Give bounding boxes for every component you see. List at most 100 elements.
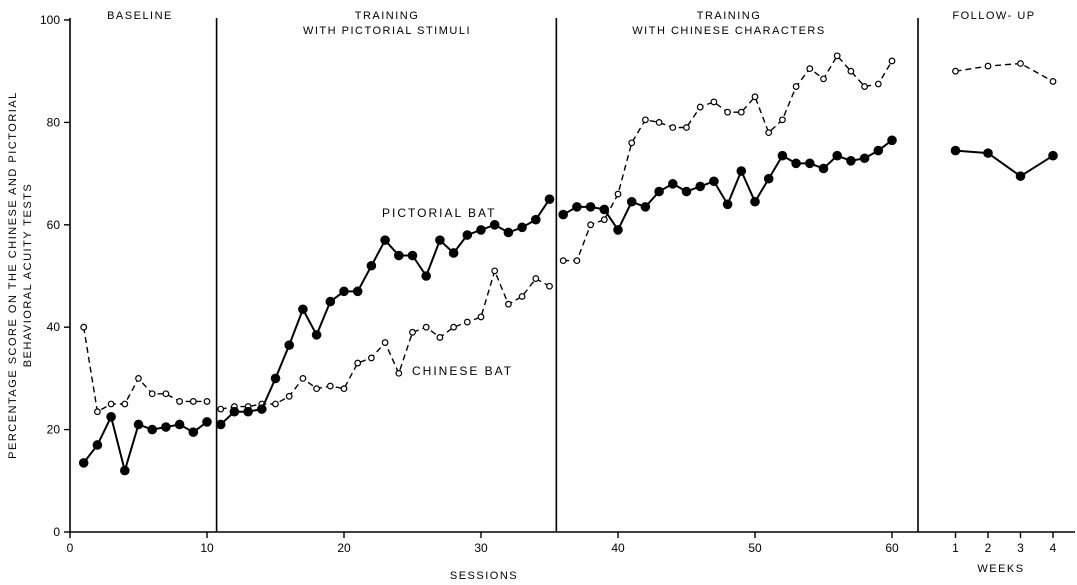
chinese-bat-point: [670, 125, 676, 131]
chinese-bat-point: [286, 394, 292, 400]
x-tick-label: 10: [200, 541, 214, 555]
y-tick-label: 40: [47, 320, 61, 334]
chinese-bat-point: [739, 109, 745, 115]
series-chinese-bat: [81, 53, 1056, 414]
pictorial-bat-point: [669, 180, 678, 189]
chinese-bat-point: [163, 391, 169, 397]
chinese-bat-point: [218, 406, 224, 412]
pictorial-bat-point: [162, 423, 171, 432]
pictorial-bat-point: [600, 205, 609, 214]
pictorial-bat-point: [792, 159, 801, 168]
chinese-bat-point: [711, 99, 717, 105]
pictorial-bat-point: [134, 420, 143, 429]
chinese-bat-point: [478, 314, 484, 320]
pictorial-bat-point: [477, 226, 486, 235]
pictorial-bat-point: [874, 146, 883, 155]
pictorial-bat-point: [888, 136, 897, 145]
chinese-bat-followup-point: [985, 63, 991, 69]
chinese-bat-point: [369, 355, 375, 361]
chinese-bat-point: [341, 386, 347, 392]
chinese-bat-point: [574, 258, 580, 264]
chinese-bat-point: [821, 76, 827, 82]
y-tick-label: 60: [47, 218, 61, 232]
pictorial-bat-point: [532, 215, 541, 224]
x-tick-label: 60: [885, 541, 899, 555]
chinese-bat-point: [519, 294, 525, 300]
chinese-bat-point: [793, 84, 799, 90]
pictorial-bat-point: [395, 251, 404, 260]
pictorial-bat-line-segment: [84, 417, 207, 471]
x-axis-label: SESSIONS: [450, 570, 518, 582]
chinese-bat-point: [643, 117, 649, 123]
pictorial-bat-point: [449, 249, 458, 258]
chinese-bat-point: [451, 324, 457, 330]
pictorial-bat-point: [627, 197, 636, 206]
pictorial-bat-point: [860, 154, 869, 163]
chinese-bat-point: [834, 53, 840, 59]
phase-label-training1-line2: WITH PICTORIAL STIMULI: [303, 25, 471, 37]
chinese-bat-point: [108, 401, 114, 407]
x-axis-label-weeks: WEEKS: [977, 563, 1024, 575]
pictorial-bat-point: [148, 425, 157, 434]
chinese-bat-point: [629, 140, 635, 146]
pictorial-bat-point: [764, 174, 773, 183]
axes: [70, 18, 1075, 532]
pictorial-bat-point: [258, 405, 267, 414]
chinese-bat-point: [876, 81, 882, 87]
chinese-bat-point: [780, 117, 786, 123]
chinese-bat-point: [533, 276, 539, 282]
pictorial-bat-point: [175, 420, 184, 429]
pictorial-bat-point: [367, 261, 376, 270]
chinese-bat-line-segment: [84, 327, 207, 412]
chinese-bat-point: [136, 376, 142, 382]
pictorial-bat-point: [203, 418, 212, 427]
chinese-bat-followup-point: [1018, 61, 1024, 67]
pictorial-bat-point: [422, 272, 431, 281]
chinese-bat-followup-point: [1050, 79, 1056, 85]
pictorial-bat-point: [737, 167, 746, 176]
chinese-bat-point: [807, 66, 813, 72]
chinese-bat-point: [725, 109, 731, 115]
pictorial-bat-point: [299, 305, 308, 314]
pictorial-bat-point: [285, 341, 294, 350]
pictorial-bat-point: [107, 413, 116, 422]
chinese-bat-point: [437, 335, 443, 341]
chinese-bat-point: [560, 258, 566, 264]
y-tick-label: 0: [53, 525, 60, 539]
x-tick-label: 40: [611, 541, 625, 555]
pictorial-bat-point: [340, 287, 349, 296]
pictorial-bat-line-segment: [221, 199, 550, 424]
chinese-bat-point: [355, 360, 361, 366]
pictorial-bat-point: [559, 210, 568, 219]
pictorial-bat-point: [573, 203, 582, 212]
chinese-bat-point: [273, 401, 279, 407]
chinese-bat-point: [615, 191, 621, 197]
series-label-chinese: CHINESE BAT: [412, 364, 513, 378]
chinese-bat-point: [656, 120, 662, 126]
chinese-bat-point: [410, 330, 416, 336]
phase-label-baseline: BASELINE: [107, 10, 173, 22]
pictorial-bat-point: [121, 466, 130, 475]
pictorial-bat-point: [408, 251, 417, 260]
pictorial-bat-point: [751, 197, 760, 206]
pictorial-bat-point: [696, 182, 705, 191]
pictorial-bat-point: [778, 151, 787, 160]
pictorial-bat-followup-point: [1016, 172, 1025, 181]
y-tick-label: 20: [47, 423, 61, 437]
pictorial-bat-point: [586, 203, 595, 212]
chinese-bat-point: [766, 130, 772, 136]
x-tick-label: 20: [337, 541, 351, 555]
chinese-bat-followup-point: [953, 68, 959, 74]
pictorial-bat-point: [230, 407, 239, 416]
chinese-bat-point: [122, 401, 128, 407]
pictorial-bat-followup-line: [956, 151, 1054, 177]
pictorial-bat-point: [833, 151, 842, 160]
chinese-bat-point: [382, 340, 388, 346]
pictorial-bat-point: [490, 221, 499, 230]
pictorial-bat-point: [723, 200, 732, 209]
pictorial-bat-point: [353, 287, 362, 296]
phase-labels: BASELINE TRAINING WITH PICTORIAL STIMULI…: [107, 10, 1036, 37]
y-axis-label-line1: PERCENTAGE SCORE ON THE CHINESE AND PICT…: [7, 91, 19, 459]
pictorial-bat-point: [312, 331, 321, 340]
chinese-bat-point: [862, 84, 868, 90]
